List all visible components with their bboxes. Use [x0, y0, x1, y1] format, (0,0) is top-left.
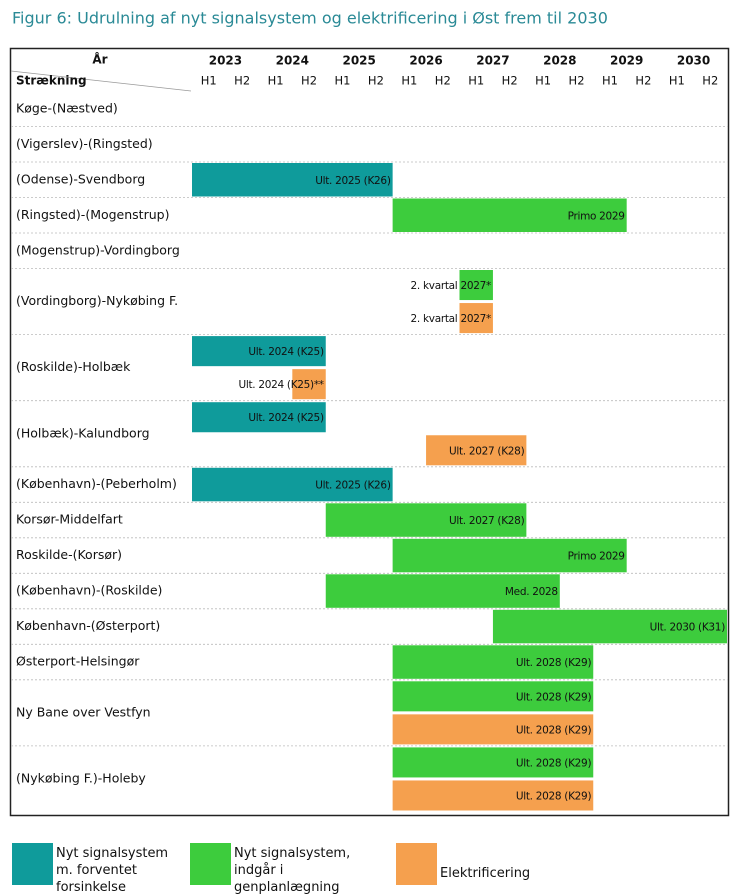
half-label: H2	[301, 74, 317, 88]
bar	[392, 747, 594, 778]
row-label: (Vigerslev)-(Ringsted)	[16, 136, 153, 151]
x-tick-label: 2028	[543, 54, 576, 68]
half-label: H2	[234, 74, 250, 88]
bar	[325, 503, 527, 537]
row-header: Strækning	[16, 74, 87, 88]
x-tick-label: 2023	[209, 54, 242, 68]
half-label: H2	[569, 74, 585, 88]
bar-label: Ult. 2025 (K26)	[315, 480, 391, 492]
half-label: H1	[468, 74, 484, 88]
row-label: (København)-(Peberholm)	[16, 476, 177, 491]
legend-item: Elektrificering	[396, 843, 560, 885]
bar-label: Ult. 2028 (K29)	[516, 657, 592, 669]
row-label: (Vordingborg)-Nykøbing F.	[16, 293, 178, 308]
bar	[392, 645, 594, 679]
bar-label: 2. kvartal 2027*	[411, 313, 491, 325]
bar	[392, 681, 594, 712]
x-tick-label: 2030	[677, 54, 710, 68]
bar-label: Ult. 2030 (K31)	[650, 622, 726, 634]
x-tick-label: 2027	[476, 54, 509, 68]
row-label: (Mogenstrup)-Vordingborg	[16, 242, 180, 257]
bar	[192, 467, 393, 502]
row-label: (København)-(Roskilde)	[16, 583, 162, 598]
bar-label: Ult. 2024 (K25)	[248, 412, 324, 424]
legend: Nyt signalsystem m. forventet forsinkels…	[0, 843, 749, 895]
bar	[426, 435, 527, 466]
x-tick-label: 2029	[610, 54, 643, 68]
bar-label: 2. kvartal 2027*	[411, 280, 491, 292]
half-label: H1	[201, 74, 217, 88]
bar	[392, 198, 627, 232]
legend-swatch	[190, 843, 231, 885]
legend-swatch	[396, 843, 437, 885]
half-label: H1	[669, 74, 685, 88]
bar	[392, 538, 627, 573]
row-label: Østerport-Helsingør	[16, 654, 140, 669]
bar	[292, 369, 326, 400]
bar-label: Ult. 2028 (K29)	[516, 724, 592, 736]
x-tick-label: 2025	[342, 54, 375, 68]
legend-item: Nyt signalsystem m. forventet forsinkels…	[12, 843, 186, 896]
chart: Figur 6: Udrulning af nyt signalsystem o…	[9, 9, 730, 817]
half-label: H1	[401, 74, 417, 88]
bar-label: Primo 2029	[568, 551, 625, 563]
bar-label: Med. 2028	[505, 586, 558, 598]
bar	[459, 303, 493, 334]
legend-swatch	[12, 843, 53, 885]
bar-label: Ult. 2024 (K25)	[248, 346, 324, 358]
bar	[192, 402, 326, 433]
bar	[192, 336, 326, 367]
row-label: Korsør-Middelfart	[16, 512, 123, 527]
row-label: (Ringsted)-(Mogenstrup)	[16, 207, 169, 222]
row-label: Køge-(Næstved)	[16, 100, 118, 115]
bar	[392, 714, 594, 745]
half-label: H2	[368, 74, 384, 88]
bar-label: Ult. 2028 (K29)	[516, 691, 592, 703]
x-header: År	[92, 52, 107, 67]
legend-label: Nyt signalsystem, indgår i genplanlægnin…	[234, 846, 351, 895]
bar	[192, 163, 393, 197]
half-label: H1	[334, 74, 350, 88]
x-tick-label: 2026	[409, 54, 442, 68]
half-label: H1	[602, 74, 618, 88]
half-label: H2	[635, 74, 651, 88]
half-label: H1	[535, 74, 551, 88]
row-label: (Odense)-Svendborg	[16, 171, 145, 186]
half-label: H1	[268, 74, 284, 88]
x-tick-label: 2024	[276, 54, 309, 68]
legend-label: Elektrificering	[440, 866, 531, 881]
bar-label: Ult. 2025 (K26)	[315, 175, 391, 187]
half-label: H2	[435, 74, 451, 88]
bar-label: Primo 2029	[568, 210, 625, 222]
row-label: (Roskilde)-Holbæk	[16, 359, 131, 374]
bar-label: Ult. 2028 (K29)	[516, 757, 592, 769]
bar	[459, 270, 493, 301]
bar	[325, 574, 560, 608]
bar	[492, 609, 727, 644]
row-label: Ny Bane over Vestfyn	[16, 704, 151, 719]
bar-label: Ult. 2024 (K25)**	[238, 379, 323, 391]
half-label: H2	[702, 74, 718, 88]
bar-label: Ult. 2027 (K28)	[449, 515, 525, 527]
header-diagonal	[10, 70, 192, 92]
legend-label: Nyt signalsystem m. forventet forsinkels…	[56, 846, 169, 895]
bar	[392, 780, 594, 811]
half-label: H2	[502, 74, 518, 88]
chart-title: Figur 6: Udrulning af nyt signalsystem o…	[12, 9, 608, 28]
chart-frame	[9, 47, 730, 817]
legend-item: Nyt signalsystem, indgår i genplanlægnin…	[190, 843, 364, 896]
bar-label: Ult. 2028 (K29)	[516, 790, 592, 802]
row-label: (Holbæk)-Kalundborg	[16, 425, 150, 440]
row-label: (Nykøbing F.)-Holeby	[16, 770, 146, 785]
row-label: Roskilde-(Korsør)	[16, 547, 122, 562]
bar-label: Ult. 2027 (K28)	[449, 445, 525, 457]
row-label: København-(Østerport)	[16, 618, 160, 633]
